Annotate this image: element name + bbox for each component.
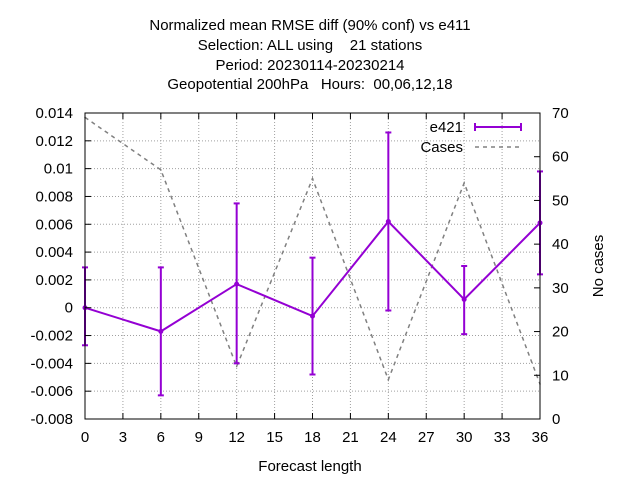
legend-label-e421: e421 [430, 119, 463, 136]
y-tick-label: 0.008 [35, 188, 73, 205]
y-tick-label: 0.01 [44, 161, 73, 178]
x-tick-label: 0 [81, 429, 89, 446]
chart-title-line-1: Normalized mean RMSE diff (90% conf) vs … [149, 17, 471, 34]
chart-title-line-4: Geopotential 200hPa Hours: 00,06,12,18 [167, 76, 453, 93]
y2-tick-label: 0 [552, 411, 560, 428]
y-tick-label: -0.008 [30, 411, 73, 428]
x-tick-label: 27 [418, 429, 435, 446]
e421-point [385, 218, 391, 224]
x-tick-label: 21 [342, 429, 359, 446]
y-tick-label: 0.004 [35, 244, 73, 261]
y-tick-label: -0.006 [30, 383, 73, 400]
cases-point [387, 378, 390, 381]
e421-point [461, 296, 467, 302]
x-tick-label: 15 [266, 429, 283, 446]
y-tick-label: 0 [65, 300, 73, 317]
legend-label-cases: Cases [420, 139, 463, 156]
cases-point [160, 169, 162, 171]
y2-tick-label: 20 [552, 324, 569, 341]
y-tick-label: 0.014 [35, 105, 73, 122]
x-tick-label: 24 [380, 429, 397, 446]
axes: 0 3 6 9 12 15 18 21 24 27 30 33 360.0140.0120.010.00… [30, 105, 568, 446]
x-tick-label: 30 [456, 429, 473, 446]
y-tick-label: -0.004 [30, 355, 73, 372]
x-tick-label: 18 [304, 429, 321, 446]
e421-point [234, 281, 240, 287]
legend: e421 Cases [420, 119, 522, 156]
y2-tick-label: 60 [552, 149, 569, 166]
x-tick-label: 3 [119, 429, 127, 446]
e421-point [158, 328, 164, 334]
y-tick-label: 0.012 [35, 133, 73, 150]
y2-tick-label: 30 [552, 280, 569, 297]
x-tick-label: 12 [228, 429, 245, 446]
x-tick-label: 9 [195, 429, 203, 446]
y2-tick-label: 50 [552, 192, 569, 209]
y-tick-label: 0.002 [35, 272, 73, 289]
cases-point [463, 182, 465, 184]
y2-tick-label: 70 [552, 105, 569, 122]
chart-title-line-2: Selection: ALL using 21 stations [197, 37, 423, 54]
cases-point [311, 177, 314, 180]
x-tick-label: 36 [532, 429, 549, 446]
y2-tick-label: 40 [552, 236, 569, 253]
y2-tick-label: 10 [552, 367, 569, 384]
y-tick-label: 0.006 [35, 216, 73, 233]
x-axis-label: Forecast length [258, 458, 361, 475]
y2-axis-label: No cases [590, 235, 607, 298]
chart-title-line-3: Period: 20230114-20230214 [215, 57, 405, 74]
y-tick-label: -0.002 [30, 328, 73, 345]
cases-point [235, 365, 238, 368]
x-tick-label: 33 [494, 429, 511, 446]
e421-point [310, 313, 315, 319]
x-tick-label: 6 [157, 429, 165, 446]
